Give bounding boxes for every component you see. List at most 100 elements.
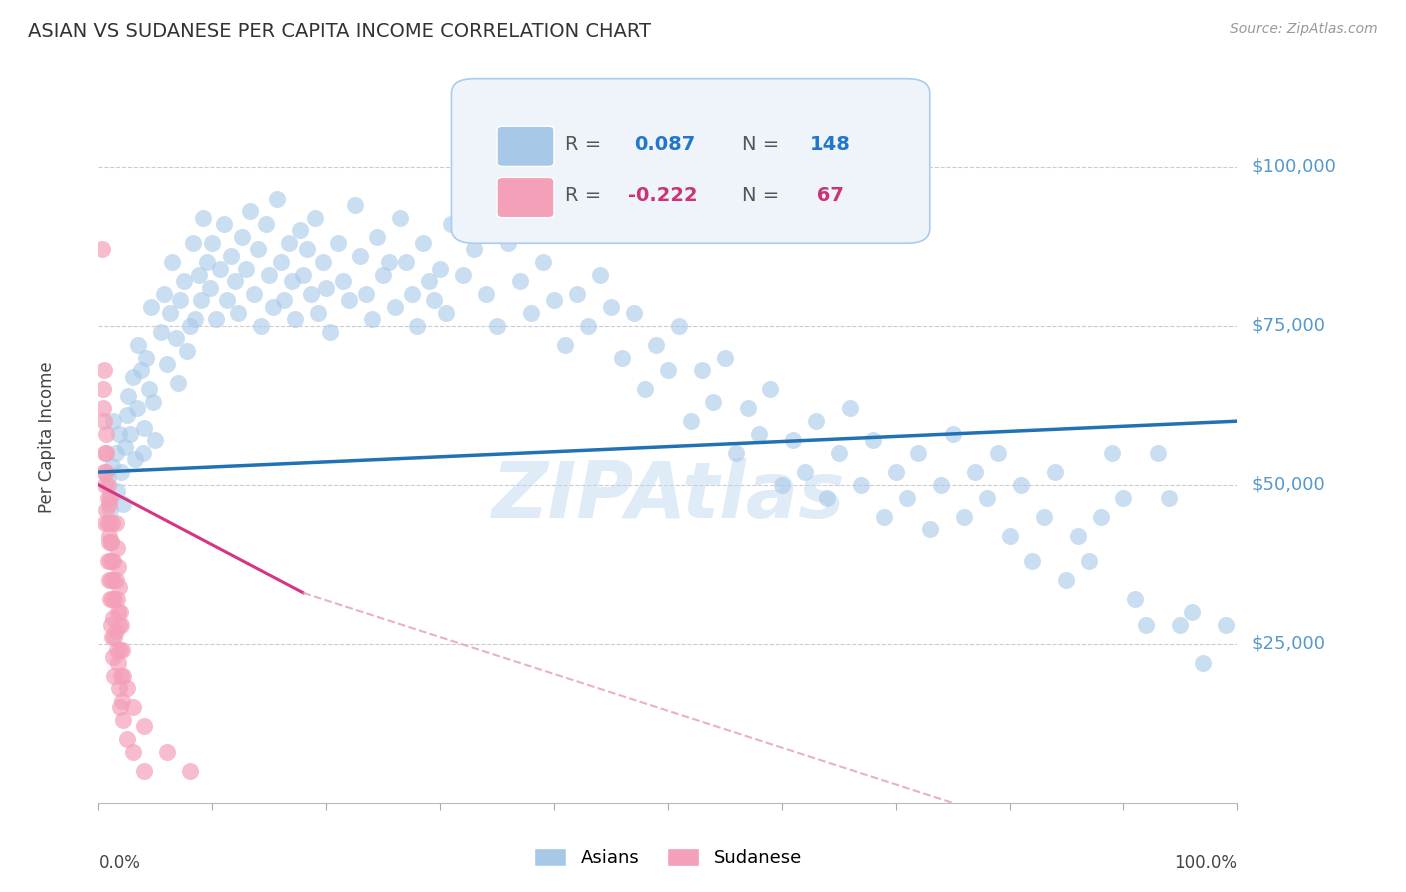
Point xyxy=(1192,656,1215,670)
Point xyxy=(108,605,131,619)
Point xyxy=(97,497,120,511)
Point xyxy=(98,592,121,607)
Point xyxy=(231,229,253,244)
Point xyxy=(451,268,474,282)
Point xyxy=(748,426,770,441)
Point xyxy=(165,331,187,345)
Point xyxy=(1067,529,1090,543)
Point xyxy=(156,745,179,759)
Point xyxy=(1181,605,1204,619)
Point xyxy=(224,274,246,288)
Point xyxy=(93,363,115,377)
Point xyxy=(111,643,134,657)
Point xyxy=(190,293,212,308)
Point xyxy=(108,681,131,696)
Point xyxy=(103,668,125,682)
Point xyxy=(167,376,190,390)
Point xyxy=(395,255,418,269)
Text: -0.222: -0.222 xyxy=(628,186,697,205)
Point xyxy=(98,554,121,568)
Point xyxy=(371,268,394,282)
Point xyxy=(543,293,565,308)
Point xyxy=(725,446,748,460)
Point xyxy=(98,516,121,530)
Point xyxy=(100,573,122,587)
Point xyxy=(1043,465,1066,479)
Text: $50,000: $50,000 xyxy=(1251,475,1324,494)
Point xyxy=(366,229,388,244)
Point xyxy=(565,287,588,301)
Point xyxy=(1032,509,1054,524)
FancyBboxPatch shape xyxy=(451,78,929,244)
Point xyxy=(509,274,531,288)
Point xyxy=(112,497,135,511)
Point xyxy=(108,617,131,632)
Point xyxy=(815,491,838,505)
Point xyxy=(107,656,129,670)
Point xyxy=(463,243,485,257)
Point xyxy=(94,477,117,491)
Point xyxy=(193,211,215,225)
Point xyxy=(107,605,129,619)
Point xyxy=(360,312,382,326)
Point xyxy=(292,268,315,282)
Point xyxy=(1090,509,1112,524)
Point xyxy=(101,458,124,473)
Point xyxy=(839,401,862,416)
Point xyxy=(576,318,599,333)
Text: 0.0%: 0.0% xyxy=(98,854,141,872)
Point xyxy=(498,236,520,251)
Point xyxy=(91,383,114,397)
Text: R =: R = xyxy=(565,135,607,154)
Point xyxy=(112,713,135,727)
Point xyxy=(942,426,965,441)
Point xyxy=(135,351,157,365)
Point xyxy=(104,573,127,587)
Point xyxy=(474,287,496,301)
Point xyxy=(129,363,152,377)
Point xyxy=(142,395,165,409)
Point xyxy=(759,383,782,397)
Point xyxy=(96,426,118,441)
Point xyxy=(169,293,191,308)
Point xyxy=(100,617,122,632)
Point xyxy=(259,268,281,282)
Point xyxy=(239,204,262,219)
Point xyxy=(219,249,242,263)
Point xyxy=(103,554,125,568)
Point xyxy=(117,389,139,403)
Point xyxy=(105,484,128,499)
Point xyxy=(114,440,136,454)
Point xyxy=(1146,446,1168,460)
Point xyxy=(103,414,125,428)
Point xyxy=(326,236,349,251)
Point xyxy=(354,287,377,301)
Point xyxy=(184,312,207,326)
Point xyxy=(121,745,143,759)
Point xyxy=(554,338,576,352)
Point xyxy=(162,255,184,269)
Point xyxy=(929,477,952,491)
Point xyxy=(304,211,326,225)
Point xyxy=(657,363,679,377)
Point xyxy=(896,491,918,505)
Point xyxy=(1010,477,1032,491)
Point xyxy=(127,401,149,416)
Point xyxy=(96,554,118,568)
Point xyxy=(100,535,122,549)
Point xyxy=(318,325,340,339)
Point xyxy=(145,434,167,448)
Point xyxy=(235,261,257,276)
Point xyxy=(862,434,884,448)
Point xyxy=(418,274,440,288)
Point xyxy=(243,287,266,301)
Point xyxy=(93,465,115,479)
Text: N =: N = xyxy=(742,135,786,154)
Point xyxy=(668,318,690,333)
Point xyxy=(176,344,198,359)
Point xyxy=(103,573,125,587)
Point xyxy=(270,255,292,269)
Point xyxy=(793,465,815,479)
Point xyxy=(295,243,318,257)
Point xyxy=(770,477,793,491)
